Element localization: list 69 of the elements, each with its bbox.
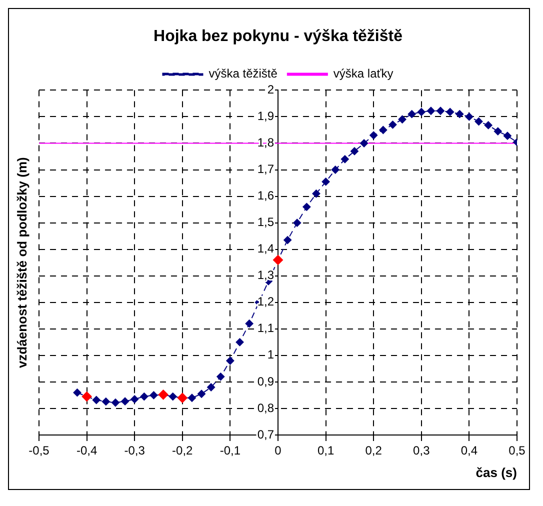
point — [284, 236, 292, 244]
point — [188, 394, 196, 402]
x-axis-title: čas (s) — [476, 464, 517, 480]
y-tick-label: 2 — [267, 82, 274, 97]
point — [465, 112, 474, 121]
x-tick-label: -0,2 — [172, 444, 194, 458]
x-tick-label: 0,2 — [365, 444, 382, 458]
x-tick-label: 0,5 — [508, 444, 526, 458]
point — [484, 121, 492, 130]
y-tick-label: 1,6 — [257, 188, 274, 203]
x-tick-label: -0,4 — [76, 444, 98, 458]
point — [503, 132, 512, 140]
x-tick-label: -0,3 — [124, 444, 146, 458]
x-tick-label: 0,4 — [460, 444, 478, 458]
legend-label: výška laťky — [333, 66, 394, 81]
x-tick-label: -0,5 — [28, 444, 50, 458]
point — [293, 218, 302, 227]
point — [216, 372, 225, 381]
point — [446, 108, 454, 116]
x-tick-label: 0 — [274, 444, 282, 458]
point — [360, 139, 368, 148]
point — [168, 392, 177, 401]
point — [207, 383, 216, 392]
point — [436, 106, 445, 115]
point — [388, 120, 397, 129]
point — [312, 190, 320, 198]
y-tick-label: 1,5 — [257, 215, 274, 230]
point — [245, 320, 254, 328]
point — [198, 390, 206, 398]
point — [426, 106, 435, 115]
y-tick-label: 0,8 — [257, 400, 274, 415]
y-tick-label: 0,7 — [257, 427, 274, 442]
point — [350, 147, 358, 156]
point — [456, 110, 464, 118]
point — [111, 398, 120, 407]
point — [130, 395, 139, 404]
point — [102, 398, 110, 406]
point — [474, 117, 483, 126]
chart-title: Hojka bez pokynu - výška těžiště — [154, 28, 403, 46]
point — [92, 396, 100, 404]
y-axis-title: vzdáenost těžiště od podložky (m) — [14, 157, 30, 368]
y-tick-label: 0,9 — [257, 374, 274, 388]
point — [370, 131, 378, 140]
point — [273, 254, 283, 265]
point — [121, 397, 130, 406]
y-tick-label: 1,4 — [257, 242, 274, 256]
point — [379, 126, 388, 134]
y-tick-label: 1,9 — [257, 109, 274, 124]
point — [226, 356, 234, 365]
y-tick-label: 1,7 — [257, 162, 274, 176]
y-tick-label: 1 — [267, 348, 274, 362]
point — [398, 115, 406, 124]
y-tick-label: 1,3 — [257, 268, 274, 282]
point — [73, 388, 82, 397]
point — [340, 155, 349, 164]
point — [417, 108, 426, 116]
point — [408, 110, 416, 118]
point — [331, 166, 340, 174]
legend-label: výška těžiště — [208, 66, 278, 81]
point — [302, 202, 311, 211]
point — [236, 338, 244, 346]
point — [322, 178, 330, 186]
y-tick-label: 1,1 — [257, 321, 274, 336]
point — [140, 392, 148, 401]
x-tick-label: -0,1 — [220, 444, 241, 458]
x-tick-label: 0,1 — [317, 444, 334, 458]
point — [494, 127, 502, 136]
x-tick-label: 0,3 — [413, 444, 430, 458]
point — [150, 391, 158, 400]
